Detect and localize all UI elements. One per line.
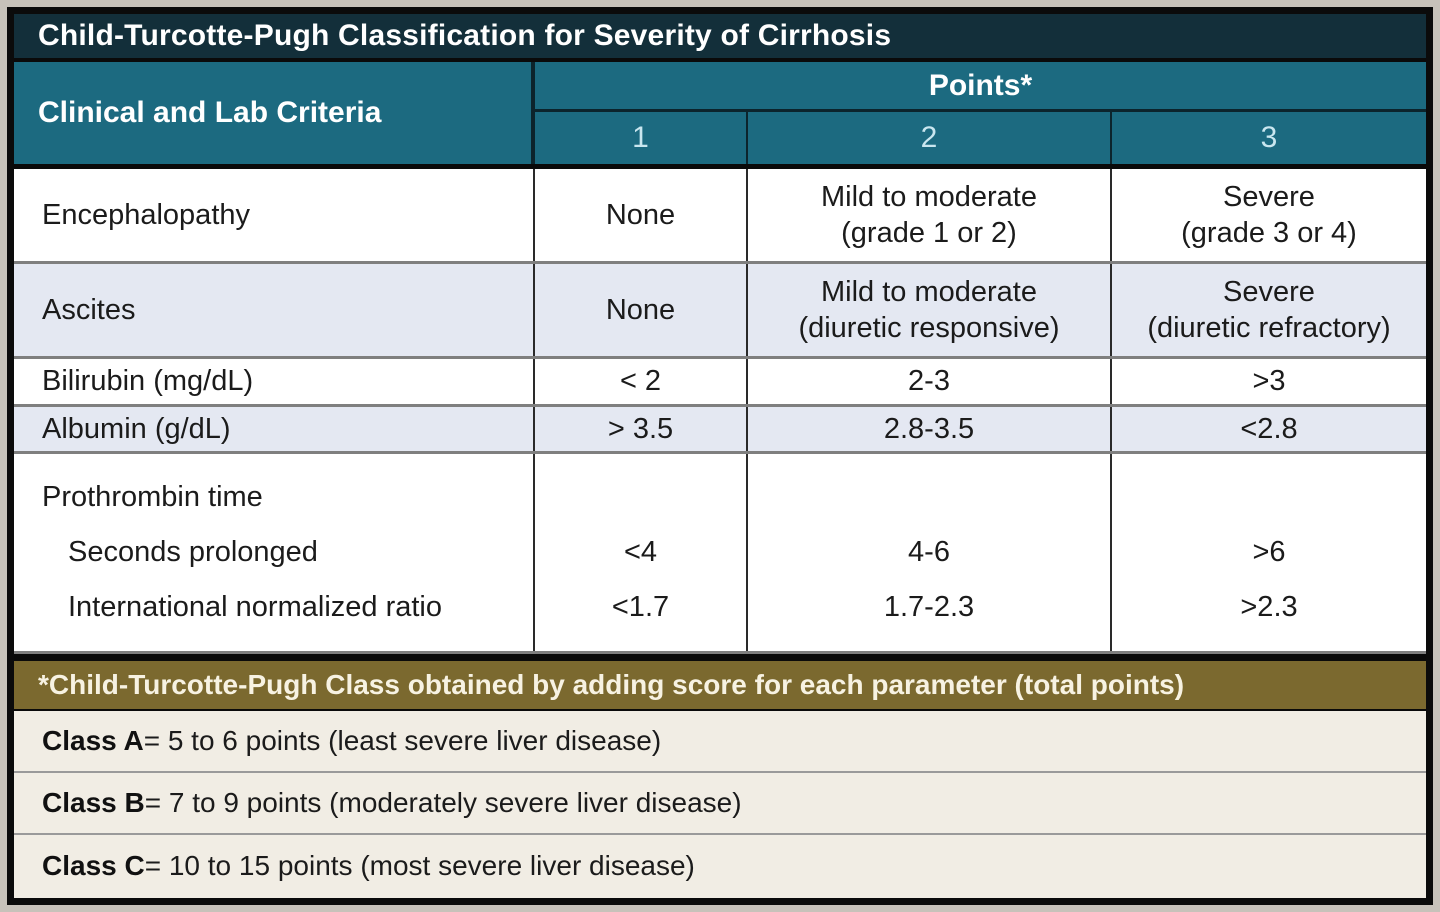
value-seconds-prolonged: >6 xyxy=(1252,536,1286,569)
value-inr: 1.7-2.3 xyxy=(883,591,975,624)
row-label: Bilirubin (mg/dL) xyxy=(14,359,535,404)
class-a-row: Class A = 5 to 6 points (least severe li… xyxy=(14,710,1426,773)
row-label: Prothrombin time xyxy=(42,481,263,514)
value-inr: <1.7 xyxy=(611,591,670,624)
cell-points-2: 2.8-3.5 xyxy=(748,407,1112,451)
points-column-3-header: 3 xyxy=(1260,121,1278,154)
points-header-cell: Points* xyxy=(535,62,1426,112)
spacer-line xyxy=(1112,470,1426,525)
table-row-prothrombin-time: Prothrombin time Seconds prolonged Inter… xyxy=(14,454,1426,654)
cell-points-3: Severe (diuretic refractory) xyxy=(1147,275,1391,344)
class-a-description: = 5 to 6 points (least severe liver dise… xyxy=(143,724,662,756)
cell-points-1: None xyxy=(535,169,748,261)
row-label: Ascites xyxy=(14,264,535,356)
table-header: Clinical and Lab Criteria Points* 1 2 3 xyxy=(14,62,1426,169)
cell-points-1: <4 <1.7 xyxy=(535,454,748,651)
cell-points-3: Severe (grade 3 or 4) xyxy=(1181,180,1357,249)
cell-points-1: < 2 xyxy=(535,359,748,404)
points-header-group: Points* 1 2 3 xyxy=(535,62,1426,164)
row-label: Encephalopathy xyxy=(14,169,535,261)
row-sublabel-seconds-prolonged: Seconds prolonged xyxy=(68,536,318,569)
table-row-ascites: Ascites None Mild to moderate (diuretic … xyxy=(14,264,1426,359)
ctp-classification-table: Child-Turcotte-Pugh Classification for S… xyxy=(7,7,1433,905)
points-column-1-header: 1 xyxy=(535,112,748,164)
class-b-row: Class B = 7 to 9 points (moderately seve… xyxy=(14,772,1426,835)
row-label-group: Prothrombin time Seconds prolonged Inter… xyxy=(14,454,535,651)
row-label: Albumin (g/dL) xyxy=(14,407,535,451)
table-title-bar: Child-Turcotte-Pugh Classification for S… xyxy=(14,14,1426,62)
cell-points-1: > 3.5 xyxy=(535,407,748,451)
table-title: Child-Turcotte-Pugh Classification for S… xyxy=(38,19,892,52)
class-c-description: = 10 to 15 points (most severe liver dis… xyxy=(144,850,695,882)
cell-points-3: >3 xyxy=(1252,365,1286,398)
table-row-bilirubin: Bilirubin (mg/dL) < 2 2-3 >3 xyxy=(14,359,1426,407)
points-columns-row: 1 2 3 xyxy=(535,112,1426,164)
points-column-2-header: 2 xyxy=(748,112,1112,164)
cell-points-2: 4-6 1.7-2.3 xyxy=(748,454,1112,651)
cell-points-2: Mild to moderate (diuretic responsive) xyxy=(748,264,1112,356)
spacer-line xyxy=(748,470,1110,525)
cell-points-3: <2.8 xyxy=(1240,412,1298,445)
value-seconds-prolonged: <4 xyxy=(623,536,658,569)
class-b-name: Class B xyxy=(42,786,145,818)
class-c-name: Class C xyxy=(42,850,145,882)
class-c-row: Class C = 10 to 15 points (most severe l… xyxy=(14,834,1426,898)
cell-points-2: Mild to moderate (grade 1 or 2) xyxy=(748,169,1112,261)
row-sublabel-inr: International normalized ratio xyxy=(68,591,442,624)
class-b-description: = 7 to 9 points (moderately severe liver… xyxy=(144,786,742,818)
value-seconds-prolonged: 4-6 xyxy=(908,536,950,569)
class-a-name: Class A xyxy=(42,724,144,756)
value-inr: >2.3 xyxy=(1240,591,1298,624)
cell-points-1: None xyxy=(535,264,748,356)
criteria-header-cell: Clinical and Lab Criteria xyxy=(14,62,535,164)
table-row-encephalopathy: Encephalopathy None Mild to moderate (gr… xyxy=(14,169,1426,264)
table-row-albumin: Albumin (g/dL) > 3.5 2.8-3.5 <2.8 xyxy=(14,407,1426,454)
footnote-banner: *Child-Turcotte-Pugh Class obtained by a… xyxy=(14,653,1426,711)
spacer-line xyxy=(535,470,746,525)
cell-points-3: >6 >2.3 xyxy=(1112,454,1426,651)
cell-points-2: 2-3 xyxy=(748,359,1112,404)
